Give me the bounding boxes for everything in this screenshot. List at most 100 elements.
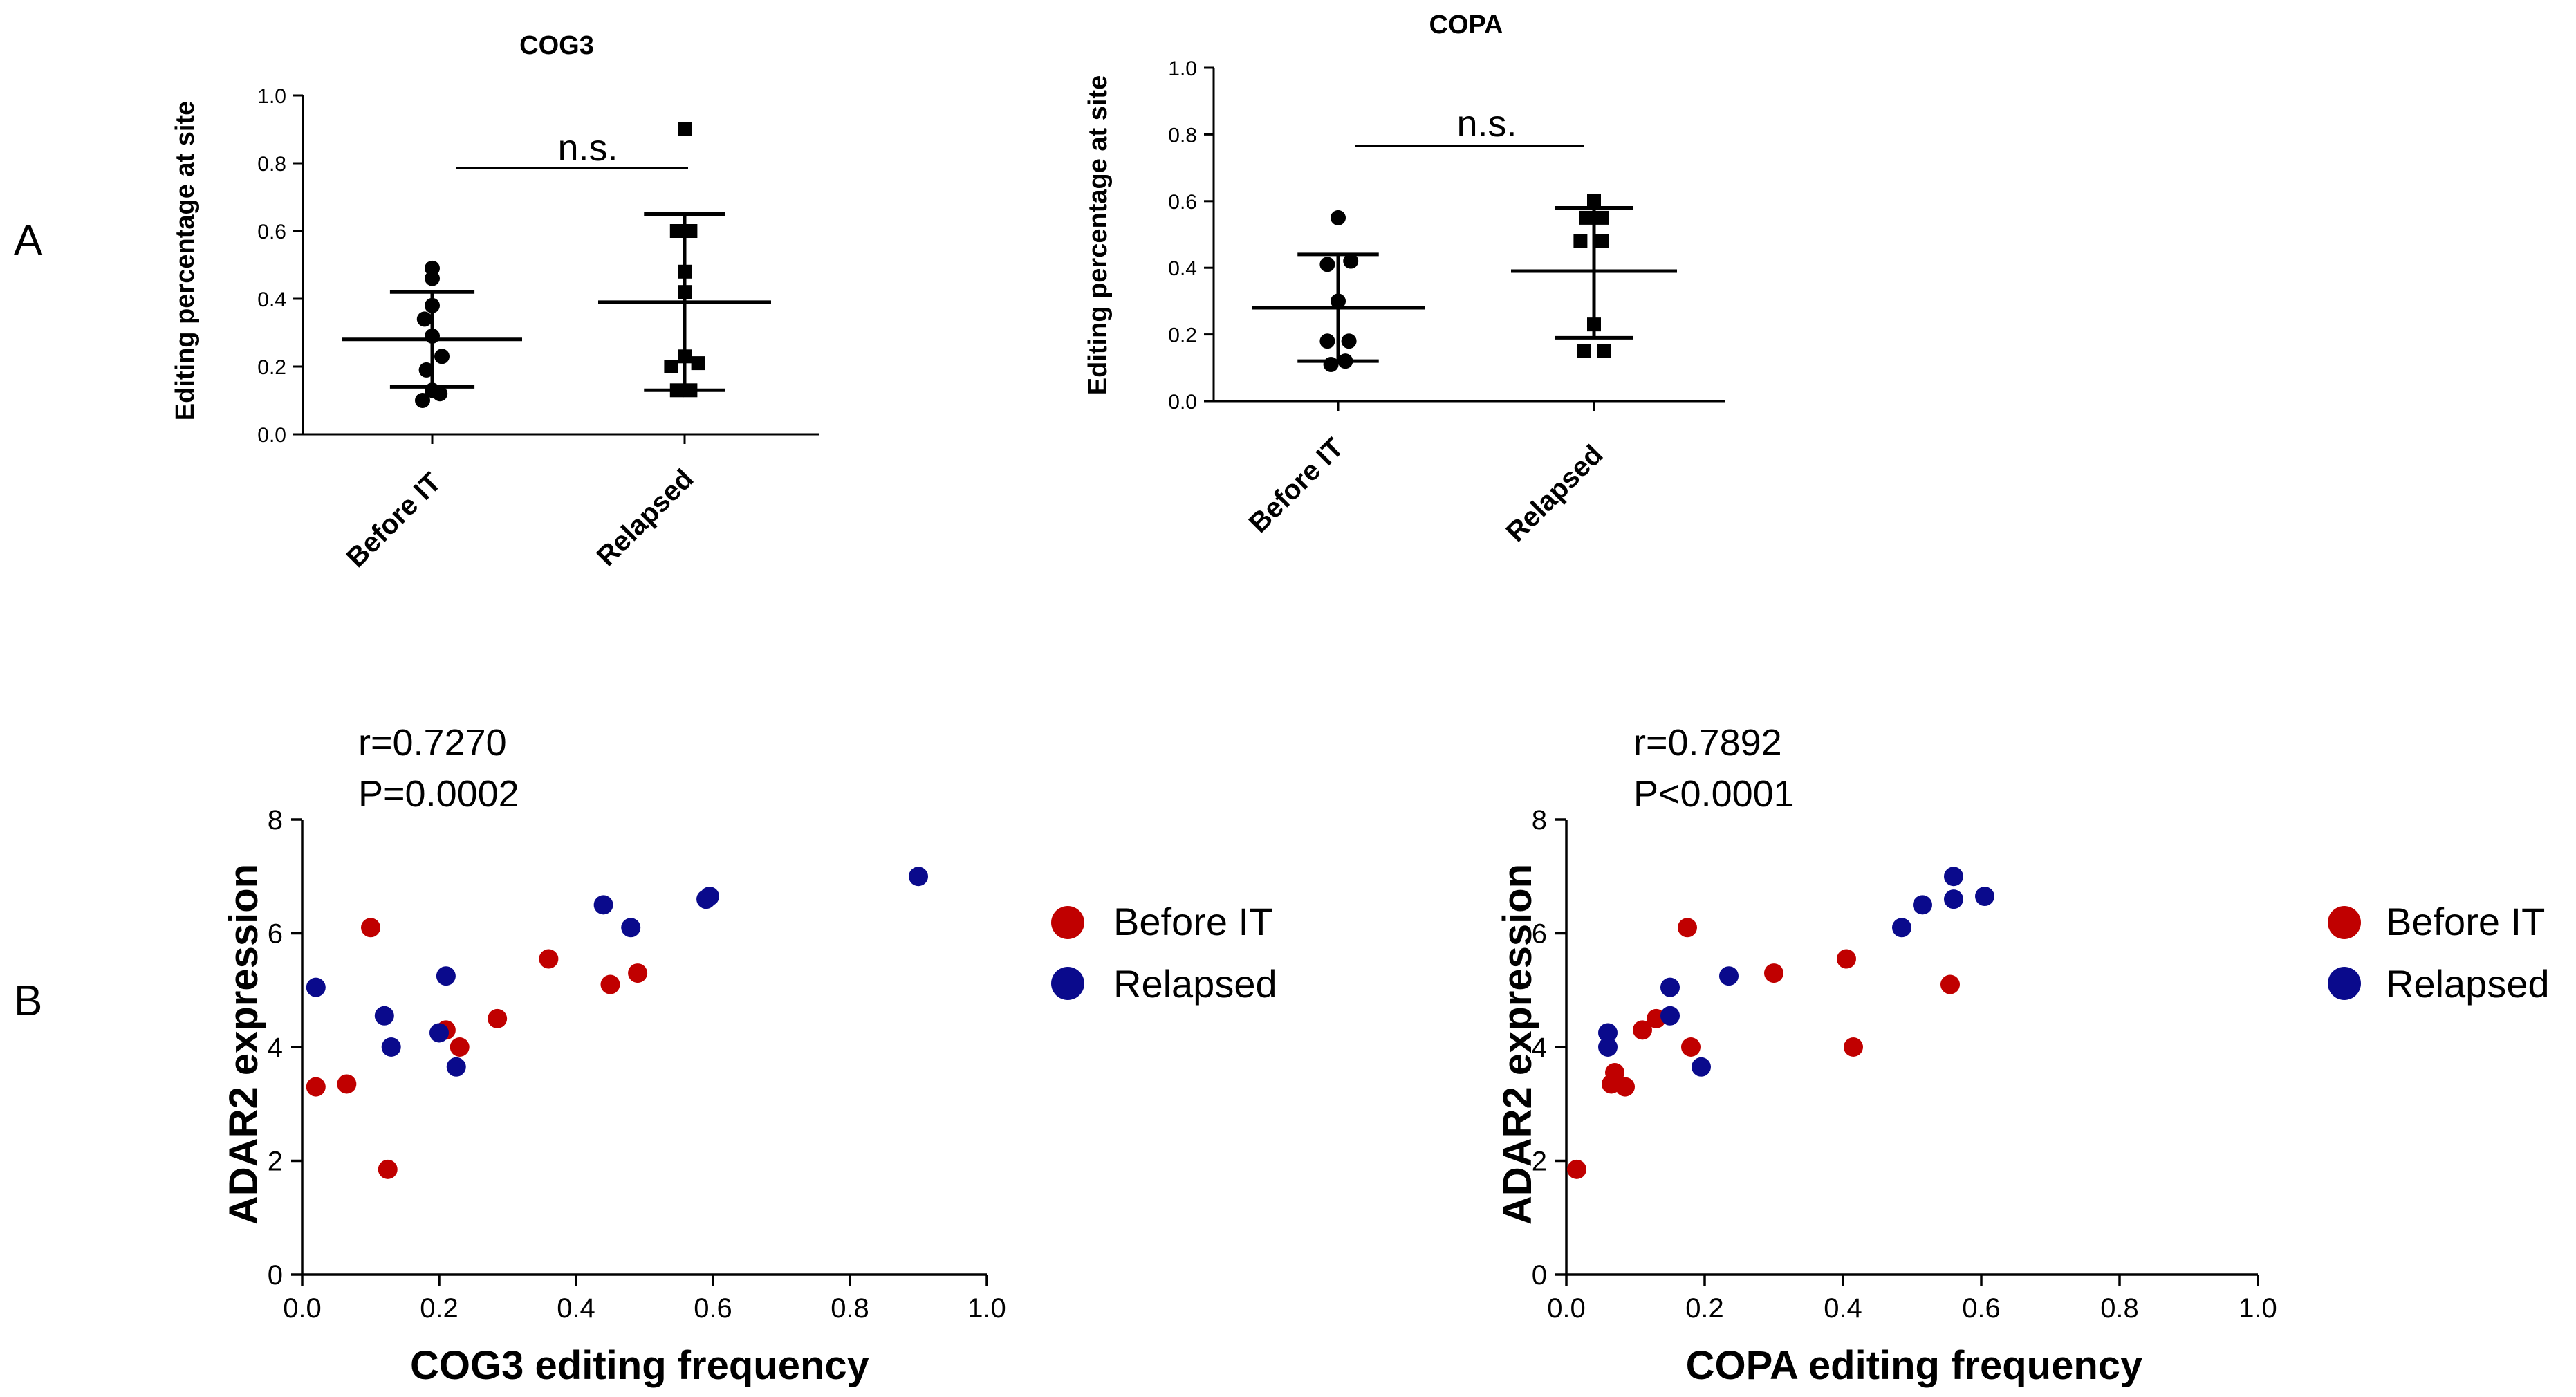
data-point-before-it (378, 1159, 398, 1179)
x-axis-label: COG3 editing frequency (410, 1343, 869, 1388)
data-point-square (1597, 344, 1611, 358)
data-point-before-it (450, 1037, 470, 1057)
data-point-square (1573, 234, 1588, 248)
data-point-relapsed (700, 887, 720, 907)
data-point-square (669, 224, 684, 238)
y-tick-label: 4 (268, 1033, 283, 1063)
data-point-square (678, 349, 692, 364)
data-point-relapsed (1892, 918, 1911, 938)
x-tick-label: 0.8 (2100, 1293, 2139, 1324)
data-point-relapsed (1692, 1057, 1711, 1077)
legend-label-relapsed: Relapsed (1113, 962, 1277, 1006)
data-point-circle (434, 349, 450, 364)
y-tick-label: 6 (268, 919, 283, 950)
y-axis-label: Editing percentage at site (171, 101, 200, 420)
data-point-circle (1319, 333, 1335, 349)
data-point-square (678, 264, 692, 279)
legend-label-relapsed: Relapsed (2386, 962, 2550, 1006)
data-point-before-it (600, 974, 620, 994)
data-point-before-it (1615, 1077, 1635, 1097)
data-point-before-it (1940, 974, 1960, 994)
data-point-square (1587, 317, 1601, 332)
data-point-square (669, 383, 684, 398)
data-point-circle (425, 270, 440, 286)
data-point-square (1587, 194, 1601, 208)
data-point-relapsed (374, 1006, 394, 1026)
data-point-square (683, 383, 698, 398)
data-point-before-it (337, 1074, 357, 1094)
data-point-relapsed (446, 1057, 466, 1077)
data-point-circle (425, 328, 440, 344)
data-point-relapsed (1944, 867, 1963, 887)
data-point-relapsed (1598, 1023, 1618, 1043)
data-point-square (1595, 234, 1609, 248)
data-point-before-it (1764, 963, 1783, 983)
data-point-before-it (1605, 1063, 1624, 1083)
data-point-square (678, 122, 692, 136)
significance-label: n.s. (1456, 103, 1517, 145)
data-point-before-it (1567, 1159, 1586, 1179)
data-point-before-it (361, 918, 380, 938)
x-tick-label: 0.4 (557, 1293, 595, 1324)
data-point-square (678, 285, 692, 299)
y-tick-label: 6 (1532, 919, 1547, 950)
data-point-relapsed (909, 867, 928, 887)
significance-label: n.s. (557, 127, 618, 169)
y-tick-label: 0.4 (257, 288, 286, 311)
data-point-circle (415, 393, 430, 408)
data-point-relapsed (593, 895, 613, 915)
legend-label-before-it: Before IT (2386, 900, 2545, 943)
legend-marker-relapsed (1051, 967, 1084, 1000)
data-point-before-it (628, 963, 648, 983)
x-tick-label: 1.0 (967, 1293, 1006, 1324)
x-tick-label: 0.8 (831, 1293, 869, 1324)
y-tick-label: 1.0 (257, 85, 286, 108)
legend-label-before-it: Before IT (1113, 900, 1272, 943)
legend-marker-before-it (2328, 906, 2361, 939)
data-point-before-it (1681, 1037, 1701, 1057)
data-point-before-it (1837, 949, 1856, 969)
data-point-circle (1331, 210, 1346, 225)
data-point-before-it (1844, 1037, 1863, 1057)
dot-plot-cog3: COG3 Editing percentage at site n.s. 0.0… (171, 31, 819, 573)
y-tick-label: 0.2 (257, 356, 286, 379)
x-tick-label: 0.6 (694, 1293, 732, 1324)
data-point-relapsed (1660, 1006, 1680, 1026)
data-point-relapsed (306, 977, 326, 997)
data-point-circle (1341, 333, 1357, 349)
y-tick-label: 0.8 (257, 153, 286, 176)
data-point-square (691, 356, 705, 371)
panel-label-b: B (14, 977, 42, 1025)
y-tick-label: 8 (268, 805, 283, 835)
data-point-relapsed (1913, 895, 1932, 915)
y-tick-label: 0 (268, 1260, 283, 1290)
x-tick-label: 0.4 (1824, 1293, 1862, 1324)
data-point-before-it (1633, 1020, 1652, 1040)
correlation-r: r=0.7270 (358, 722, 507, 764)
data-point-relapsed (1944, 889, 1963, 909)
category-label: Before IT (1243, 432, 1350, 539)
y-tick-label: 0 (1532, 1260, 1547, 1290)
y-axis-label: Editing percentage at site (1084, 75, 1113, 395)
y-tick-label: 1.0 (1168, 57, 1197, 80)
x-tick-label: 0.0 (283, 1293, 322, 1324)
data-point-circle (1343, 253, 1359, 269)
y-tick-label: 0.0 (1168, 391, 1197, 414)
data-point-square (1577, 344, 1591, 358)
data-point-before-it (306, 1077, 326, 1097)
data-point-relapsed (1719, 966, 1739, 986)
x-tick-label: 1.0 (2239, 1293, 2277, 1324)
y-tick-label: 2 (268, 1147, 283, 1177)
data-point-square (683, 224, 698, 238)
legend-marker-before-it (1051, 906, 1084, 939)
scatter-cog3-adar2: r=0.7270 P=0.0002 COG3 editing frequency… (221, 722, 1277, 1388)
data-point-circle (425, 297, 440, 313)
y-tick-label: 4 (1532, 1033, 1547, 1063)
data-point-relapsed (436, 966, 456, 986)
category-label: Before IT (341, 467, 447, 573)
legend-marker-relapsed (2328, 967, 2361, 1000)
data-point-relapsed (1598, 1037, 1618, 1057)
panel-label-a: A (14, 216, 43, 264)
data-point-circle (432, 386, 448, 402)
